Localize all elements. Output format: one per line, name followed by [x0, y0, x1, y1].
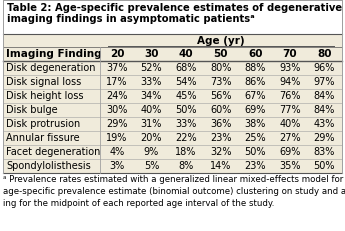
Text: 68%: 68%	[175, 63, 197, 73]
Text: 27%: 27%	[279, 133, 300, 143]
Text: 37%: 37%	[106, 63, 128, 73]
Text: Facet degeneration: Facet degeneration	[6, 147, 100, 157]
Text: 93%: 93%	[279, 63, 300, 73]
Text: 4%: 4%	[109, 147, 125, 157]
Text: Imaging Finding: Imaging Finding	[6, 49, 102, 59]
Text: 60: 60	[248, 49, 263, 59]
Text: 30: 30	[144, 49, 159, 59]
Text: 45%: 45%	[175, 91, 197, 101]
Text: 69%: 69%	[245, 105, 266, 115]
Text: 76%: 76%	[279, 91, 300, 101]
Text: 52%: 52%	[141, 63, 162, 73]
Text: 67%: 67%	[245, 91, 266, 101]
Text: 80: 80	[317, 49, 332, 59]
Text: 3%: 3%	[109, 161, 125, 171]
Text: Age (yr): Age (yr)	[197, 36, 245, 46]
Text: 14%: 14%	[210, 161, 231, 171]
Text: 8%: 8%	[178, 161, 194, 171]
Text: 84%: 84%	[314, 105, 335, 115]
Text: Disk signal loss: Disk signal loss	[6, 77, 81, 87]
Text: 50%: 50%	[175, 105, 197, 115]
Text: 24%: 24%	[106, 91, 128, 101]
Text: 40: 40	[179, 49, 193, 59]
Text: 9%: 9%	[144, 147, 159, 157]
Text: 50: 50	[214, 49, 228, 59]
Text: Disk protrusion: Disk protrusion	[6, 119, 80, 129]
Text: 40%: 40%	[141, 105, 162, 115]
Text: 50%: 50%	[314, 161, 335, 171]
Text: 70: 70	[283, 49, 297, 59]
Text: Spondylolisthesis: Spondylolisthesis	[6, 161, 91, 171]
Text: 32%: 32%	[210, 147, 231, 157]
Text: 83%: 83%	[314, 147, 335, 157]
Text: 77%: 77%	[279, 105, 300, 115]
Text: 25%: 25%	[244, 133, 266, 143]
Text: 33%: 33%	[141, 77, 162, 87]
Text: Disk degeneration: Disk degeneration	[6, 63, 96, 73]
Text: 18%: 18%	[175, 147, 197, 157]
Text: 5%: 5%	[144, 161, 159, 171]
Text: 17%: 17%	[106, 77, 128, 87]
Text: 56%: 56%	[210, 91, 231, 101]
Text: 96%: 96%	[314, 63, 335, 73]
Text: 20%: 20%	[141, 133, 162, 143]
Text: 54%: 54%	[175, 77, 197, 87]
Text: 23%: 23%	[210, 133, 231, 143]
Text: 94%: 94%	[279, 77, 300, 87]
Text: 30%: 30%	[106, 105, 128, 115]
Text: 40%: 40%	[279, 119, 300, 129]
Text: 69%: 69%	[279, 147, 300, 157]
Text: 29%: 29%	[106, 119, 128, 129]
Text: 88%: 88%	[245, 63, 266, 73]
Text: 73%: 73%	[210, 77, 231, 87]
Text: 60%: 60%	[210, 105, 231, 115]
Text: 50%: 50%	[245, 147, 266, 157]
Text: 29%: 29%	[314, 133, 335, 143]
Text: 84%: 84%	[314, 91, 335, 101]
Text: Annular fissure: Annular fissure	[6, 133, 80, 143]
Text: 80%: 80%	[210, 63, 231, 73]
Text: 34%: 34%	[141, 91, 162, 101]
Text: Disk bulge: Disk bulge	[6, 105, 58, 115]
Text: 19%: 19%	[106, 133, 128, 143]
Text: 35%: 35%	[279, 161, 300, 171]
Text: 97%: 97%	[314, 77, 335, 87]
Text: 31%: 31%	[141, 119, 162, 129]
Text: Table 2: Age-specific prevalence estimates of degenerative spine: Table 2: Age-specific prevalence estimat…	[7, 3, 345, 13]
Text: 36%: 36%	[210, 119, 231, 129]
Text: 86%: 86%	[245, 77, 266, 87]
Text: 33%: 33%	[175, 119, 197, 129]
Text: 43%: 43%	[314, 119, 335, 129]
Bar	[3, 34, 342, 173]
Bar	[3, 0, 342, 34]
Text: 23%: 23%	[245, 161, 266, 171]
Text: ᵃ Prevalence rates estimated with a generalized linear mixed-effects model for t: ᵃ Prevalence rates estimated with a gene…	[3, 175, 345, 208]
Text: imaging findings in asymptomatic patientsᵃ: imaging findings in asymptomatic patient…	[7, 14, 255, 24]
Text: 38%: 38%	[245, 119, 266, 129]
Text: Disk height loss: Disk height loss	[6, 91, 83, 101]
Text: 20: 20	[110, 49, 124, 59]
Text: 22%: 22%	[175, 133, 197, 143]
